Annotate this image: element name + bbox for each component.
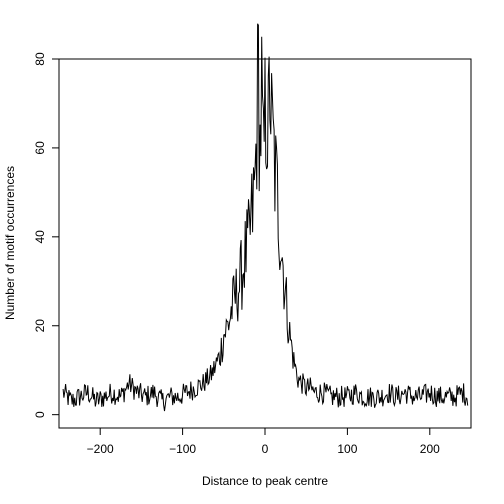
- y-tick-label: 80: [33, 52, 47, 66]
- y-axis-label: Number of motif occurrences: [3, 166, 17, 320]
- y-tick-label: 40: [33, 230, 47, 244]
- y-axis: 0 20 40 60 80: [33, 52, 60, 418]
- x-axis-label: Distance to peak centre: [202, 474, 328, 488]
- y-tick-label: 20: [33, 319, 47, 333]
- x-tick-label: 100: [337, 442, 357, 456]
- x-tick-label: −200: [87, 442, 114, 456]
- x-tick-label: −100: [169, 442, 196, 456]
- x-tick-label: 200: [420, 442, 440, 456]
- x-tick-label: 0: [262, 442, 269, 456]
- motif-occurrence-line: [62, 23, 469, 412]
- y-tick-label: 0: [33, 411, 47, 418]
- x-axis: −200 −100 0 100 200: [87, 427, 440, 456]
- y-tick-label: 60: [33, 141, 47, 155]
